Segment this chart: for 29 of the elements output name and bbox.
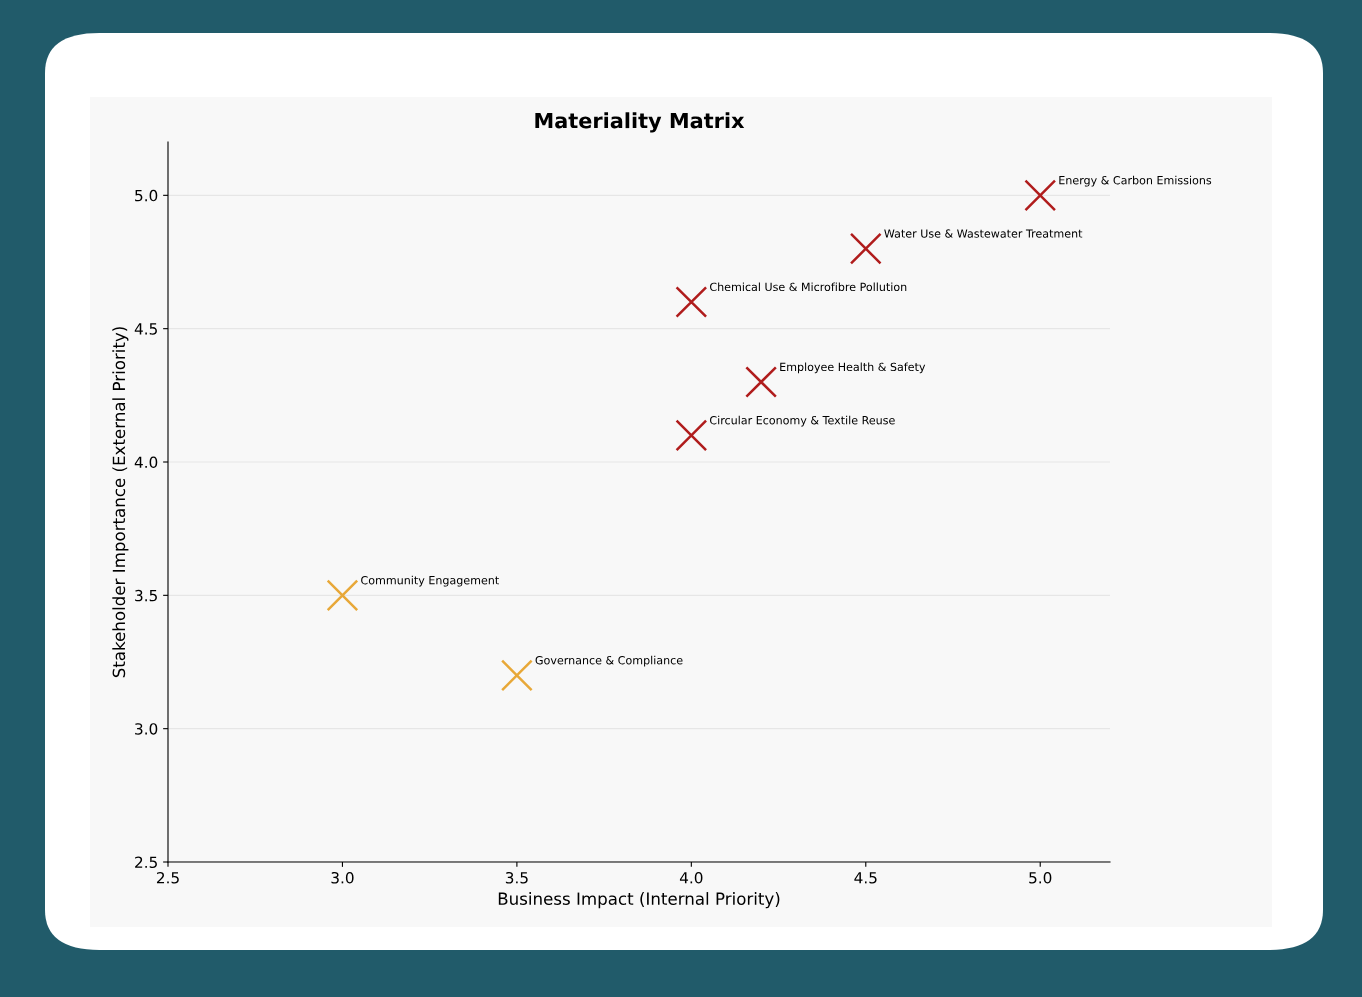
x-tick-label: 2.5 (156, 871, 179, 884)
x-tick-label: 5.0 (1029, 871, 1052, 884)
annotation: Chemical Use & Microfibre Pollution (710, 282, 907, 292)
point (675, 419, 708, 452)
x-tick-label: 3.0 (331, 871, 354, 884)
annotation: Employee Health & Safety (780, 362, 926, 374)
y-tick-label: 4.5 (134, 323, 157, 335)
point (675, 286, 708, 318)
y-tick-label: 4.0 (134, 456, 158, 469)
annotation: Energy & Carbon Emissions (1059, 175, 1212, 187)
y-tick-label: 3.0 (135, 723, 158, 735)
y-tick-label: 3.5 (135, 589, 157, 602)
x-axis-title: Business Impact (Internal Priority) (498, 892, 780, 909)
y-tick-label: 2.5 (135, 856, 157, 869)
annotation: Circular Economy & Textile Reuse (710, 415, 895, 427)
x-tick-label: 4.0 (679, 871, 703, 884)
y-tick-label: 5.0 (135, 189, 158, 202)
y-axis-title: Stakeholder Importance (External Priority) (112, 327, 129, 678)
annotation: Governance & Compliance (535, 655, 683, 667)
chart-title: Materiality Matrix (535, 112, 745, 133)
point (500, 659, 533, 692)
x-tick-label: 4.5 (854, 872, 877, 884)
annotation: Water Use & Wastewater Treatment (884, 229, 1083, 238)
point (849, 232, 882, 265)
x-tick-label: 3.5 (505, 871, 528, 884)
point (1024, 179, 1057, 212)
annotation: Community Engagement (361, 575, 499, 587)
point (745, 366, 778, 398)
point (326, 579, 359, 612)
